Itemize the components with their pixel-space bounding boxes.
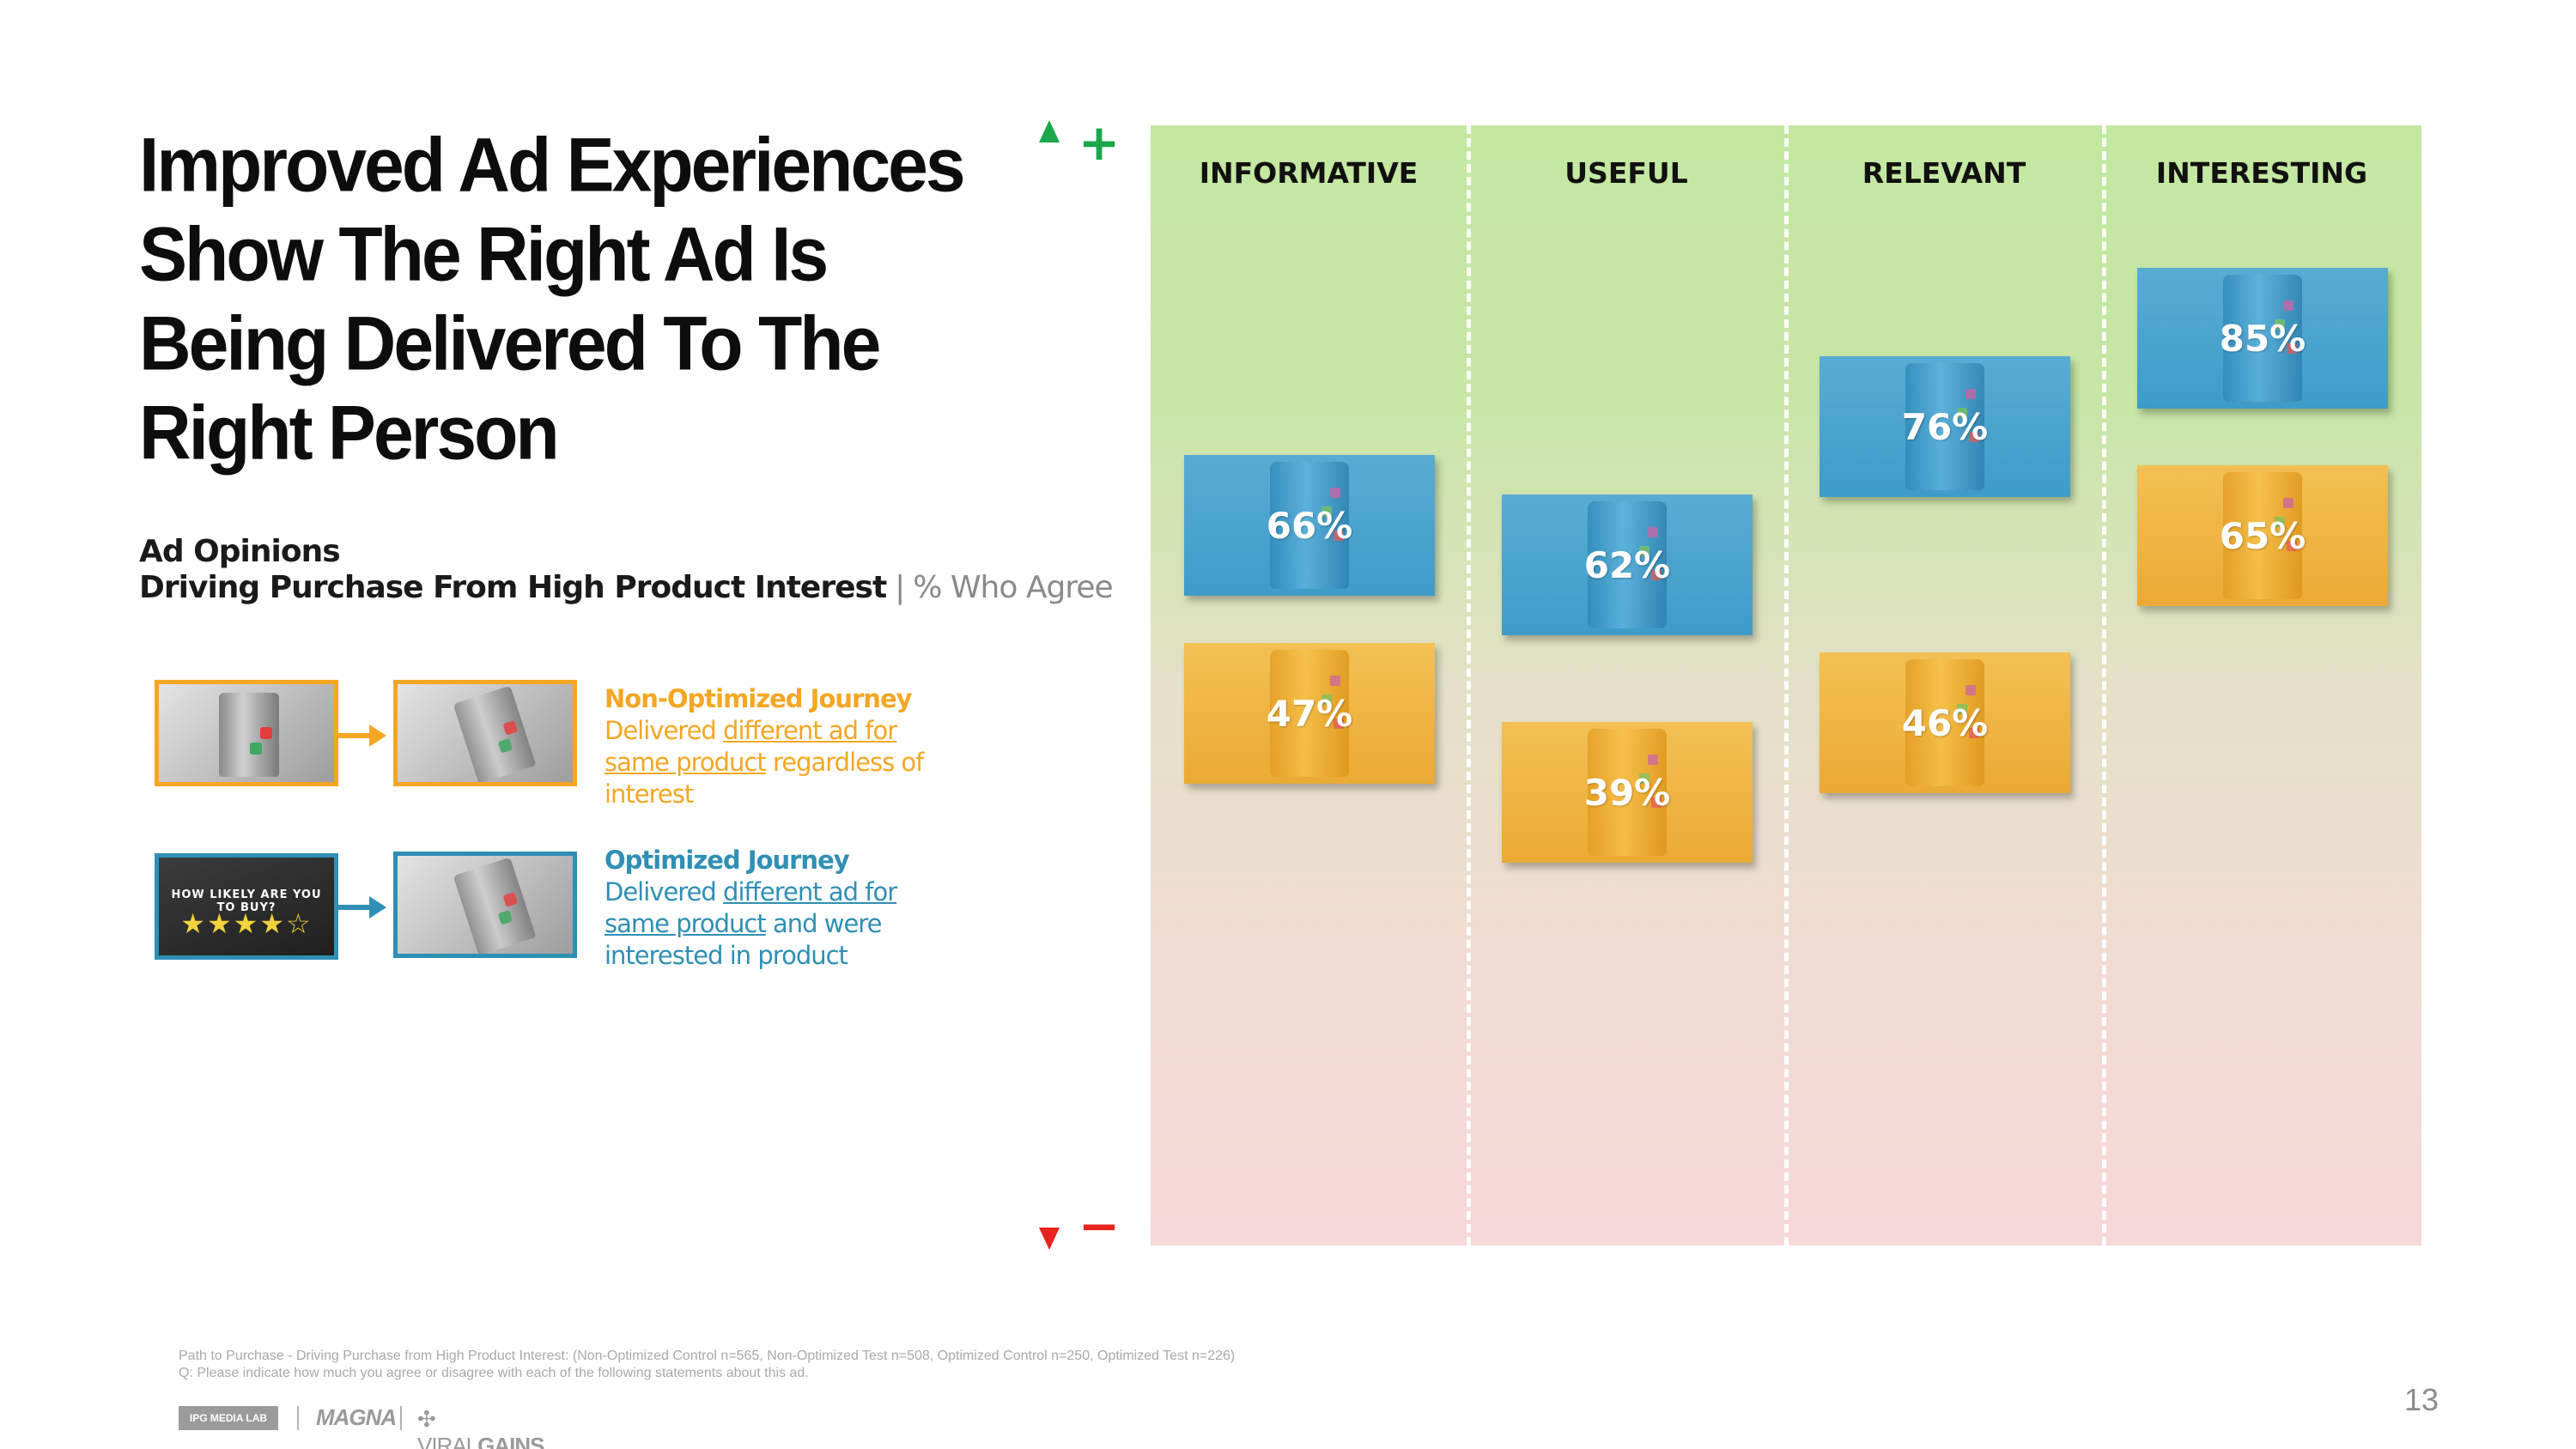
chart-subtitle-metric: % Who Agree xyxy=(913,570,1113,605)
y-axis: + − xyxy=(1039,120,1121,1253)
chart-panel: INFORMATIVE USEFUL RELEVANT INTERESTING 66% 6… xyxy=(1151,125,2421,1246)
value-label: 62% xyxy=(1583,544,1671,586)
snack-bag-icon xyxy=(219,693,279,777)
snack-bag-icon xyxy=(453,857,537,954)
optimized-legend-text: Optimized Journey Delivered different ad… xyxy=(605,845,965,972)
value-label: 76% xyxy=(1901,406,1989,448)
axis-arrow-down-icon xyxy=(1039,1228,1060,1250)
column-label-useful: USEFUL xyxy=(1564,156,1688,190)
value-label: 39% xyxy=(1583,771,1671,814)
value-label: 46% xyxy=(1901,702,1989,744)
optimized-desc: Delivered different ad for same product … xyxy=(605,877,897,970)
value-label: 65% xyxy=(2219,514,2306,557)
axis-plus-label: + xyxy=(1078,120,1121,172)
value-label: 47% xyxy=(1266,692,1353,735)
page-number: 13 xyxy=(2403,1382,2439,1417)
viral-gains-logo: ✣ VIRALGAINS xyxy=(417,1406,545,1449)
optimized-end-thumb xyxy=(393,852,577,958)
chart-subtitle-main: Driving Purchase From High Product Inter… xyxy=(139,570,887,605)
column-label-relevant: RELEVANT xyxy=(1862,156,2026,190)
column-label-interesting: INTERESTING xyxy=(2155,156,2368,190)
axis-arrow-up-icon xyxy=(1039,120,1060,142)
footnote-line2: Q: Please indicate how much you agree or… xyxy=(179,1366,809,1380)
non-optimized-end-thumb xyxy=(393,680,577,786)
footnote: Path to Purchase - Driving Purchase from… xyxy=(179,1348,1552,1382)
chart-subtitle-line1: Ad Opinions xyxy=(139,534,341,569)
value-card-orange-informative: 47% xyxy=(1184,642,1435,784)
snack-bag-icon xyxy=(1588,728,1667,856)
column-divider xyxy=(2102,125,2106,1246)
subtitle-separator: | xyxy=(895,570,905,605)
column-divider xyxy=(1467,125,1471,1246)
axis-minus-label: − xyxy=(1078,1197,1121,1253)
value-label: 66% xyxy=(1266,505,1353,547)
snack-bag-icon xyxy=(453,685,537,782)
rating-stars: ★★★★☆ xyxy=(180,907,313,940)
value-card-blue-useful: 62% xyxy=(1502,494,1753,635)
arrow-right-icon xyxy=(337,896,386,919)
optimized-title: Optimized Journey xyxy=(605,846,850,875)
non-optimized-desc: Delivered different ad for same product … xyxy=(605,716,924,809)
optimized-start-thumb: HOW LIKELY ARE YOU TO BUY? ★★★★☆ xyxy=(155,853,338,960)
rating-question: HOW LIKELY ARE YOU TO BUY? xyxy=(171,888,322,914)
column-label-informative: INFORMATIVE xyxy=(1199,156,1419,190)
chart-subtitle-line2: Driving Purchase From High Product Inter… xyxy=(139,570,1114,605)
snack-bag-icon xyxy=(2223,471,2302,599)
ipg-media-lab-logo: IPG MEDIA LAB xyxy=(179,1406,278,1430)
value-card-blue-informative: 66% xyxy=(1184,455,1435,596)
value-card-blue-interesting: 85% xyxy=(2137,267,2388,409)
value-card-orange-useful: 39% xyxy=(1502,721,1753,863)
snack-bag-icon xyxy=(1905,659,1984,786)
snack-bag-icon xyxy=(1270,462,1349,589)
value-card-blue-relevant: 76% xyxy=(1820,356,2070,497)
value-label: 85% xyxy=(2219,317,2306,360)
snack-bag-icon xyxy=(2223,274,2302,402)
column-divider xyxy=(1784,125,1789,1246)
footnote-line1: Path to Purchase - Driving Purchase from… xyxy=(179,1349,1236,1363)
non-optimized-start-thumb xyxy=(155,680,338,786)
snack-bag-icon xyxy=(1588,501,1667,628)
snack-bag-icon xyxy=(1270,649,1349,777)
value-card-orange-interesting: 65% xyxy=(2137,464,2388,606)
snack-bag-icon xyxy=(1905,363,1984,490)
magna-logo: MAGNA xyxy=(316,1404,397,1430)
arrow-right-icon xyxy=(337,724,386,747)
value-card-orange-relevant: 46% xyxy=(1820,652,2070,793)
page-title: Improved Ad Experiences Show The Right A… xyxy=(139,122,966,476)
non-optimized-title: Non-Optimized Journey xyxy=(605,684,913,713)
non-optimized-legend-text: Non-Optimized Journey Delivered differen… xyxy=(605,683,965,810)
